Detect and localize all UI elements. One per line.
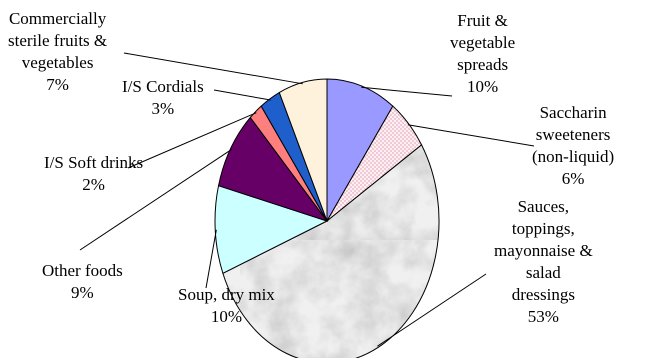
slice-label-2: Sauces, toppings, mayonnaise & salad dressin… (494, 196, 593, 328)
slice-label-text: (non-liquid) (532, 147, 615, 166)
slice-percent: 2% (82, 175, 105, 194)
slice-label-text: dressings (511, 285, 575, 304)
slice-label-text: toppings, (511, 219, 575, 238)
slice-percent: 9% (71, 283, 94, 302)
slice-label-text: I/S Soft drinks (44, 153, 144, 172)
slice-label-text: sterile fruits & (8, 31, 108, 50)
pie-slice-0 (326, 78, 394, 223)
slice-label-3: Soup, dry mix 10% (178, 284, 275, 328)
leader-line-6 (213, 89, 271, 101)
slice-label-7: Commercially sterile fruits & vegetables 7% (8, 8, 107, 96)
slice-label-6: I/S Cordials 3% (122, 76, 204, 120)
leader-line-7 (123, 52, 303, 85)
leader-line-2 (377, 273, 487, 347)
pie-slice-7 (278, 78, 328, 222)
slice-label-0: Fruit & vegetable spreads 10% (450, 10, 515, 98)
slice-label-text: vegetable (450, 33, 516, 52)
slice-percent: 3% (151, 99, 175, 118)
slice-label-text: I/S Cordials (122, 77, 204, 96)
slice-label-text: Saccharin (539, 103, 607, 122)
slice-percent: 10% (466, 77, 499, 96)
slice-label-text: Fruit & (457, 11, 508, 30)
leader-line-5 (127, 112, 257, 169)
leader-line-3 (205, 229, 217, 289)
pie-slice-2 (222, 144, 440, 358)
slice-percent: 53% (527, 307, 559, 326)
slice-label-text: vegetables (21, 53, 94, 72)
slice-label-text: mayonnaise & (494, 241, 593, 260)
slice-label-4: Other foods 9% (42, 260, 123, 304)
slice-label-5: I/S Soft drinks 2% (44, 152, 143, 196)
slice-label-text: Other foods (42, 261, 123, 280)
slice-label-1: Saccharin sweeteners (non-liquid) 6% (532, 102, 614, 190)
leader-line-0 (361, 86, 453, 97)
slice-label-text: Soup, dry mix (178, 285, 275, 304)
slice-label-text: salad (525, 263, 561, 282)
slice-label-text: Sauces, (517, 197, 570, 216)
leader-line-4 (79, 149, 232, 251)
slice-percent: 6% (561, 169, 585, 188)
leader-line-1 (407, 124, 535, 147)
slice-label-text: sweeteners (535, 125, 611, 144)
slice-percent: 7% (46, 75, 69, 94)
pie-slice-3 (214, 185, 329, 274)
pie-slice-4 (217, 116, 329, 222)
slice-label-text: Commercially (8, 9, 107, 28)
slice-label-text: spreads (457, 55, 509, 74)
slice-percent: 10% (210, 307, 242, 326)
